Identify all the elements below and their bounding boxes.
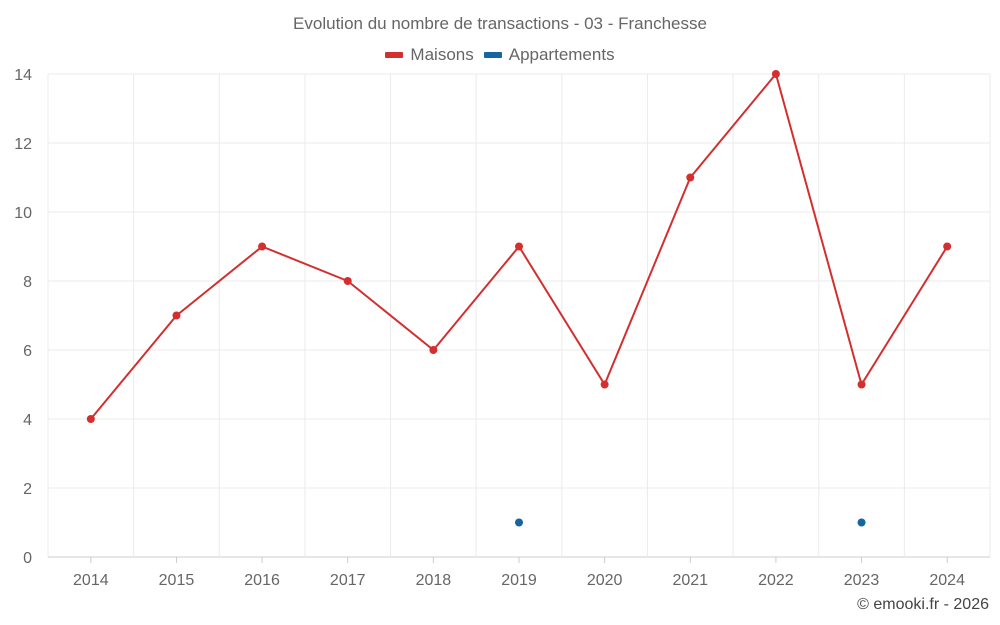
x-tick-label: 2014 — [73, 572, 109, 589]
data-point-maisons — [172, 311, 181, 320]
x-tick-label: 2018 — [416, 572, 452, 589]
legend-item-appartements[interactable]: Appartements — [483, 45, 615, 65]
data-point-maisons — [429, 346, 438, 354]
x-tick-label: 2022 — [758, 572, 794, 589]
data-point-maisons — [86, 415, 95, 423]
x-tick-label: 2021 — [672, 572, 708, 589]
data-point-maisons — [258, 242, 267, 251]
y-tick-label: 4 — [23, 412, 32, 429]
y-tick-label: 2 — [23, 481, 32, 498]
data-point-maisons — [771, 70, 780, 78]
y-tick-label: 6 — [23, 343, 32, 360]
legend-label-maisons: Maisons — [410, 45, 474, 64]
credit-text: © emooki.fr - 2026 — [857, 596, 989, 613]
data-point-appartements — [515, 518, 523, 527]
legend-swatch-appartements — [483, 52, 502, 58]
y-tick-label: 14 — [14, 67, 32, 84]
y-tick-label: 12 — [14, 136, 32, 153]
x-tick-label: 2016 — [244, 572, 280, 589]
data-point-maisons — [943, 242, 952, 251]
data-point-maisons — [686, 173, 695, 182]
x-tick-label: 2023 — [844, 572, 880, 589]
legend-item-maisons[interactable]: Maisons — [385, 45, 474, 65]
y-tick-label: 10 — [14, 205, 32, 222]
x-tick-label: 2020 — [587, 572, 623, 589]
data-point-maisons — [600, 380, 609, 389]
x-tick-label: 2017 — [330, 572, 366, 589]
data-point-appartements — [857, 518, 866, 527]
x-tick-label: 2019 — [501, 572, 537, 589]
legend-swatch-maisons — [385, 52, 404, 58]
legend-label-appartements: Appartements — [508, 45, 615, 64]
chart-title: Evolution du nombre de transactions - 03… — [293, 14, 707, 33]
y-tick-label: 8 — [23, 274, 32, 291]
legend: Maisons Appartements — [0, 45, 1000, 65]
data-point-maisons — [857, 380, 866, 389]
data-point-maisons — [515, 242, 523, 251]
x-tick-label: 2015 — [159, 572, 195, 589]
y-tick-label: 0 — [23, 550, 32, 567]
data-point-maisons — [343, 277, 352, 285]
x-tick-label: 2024 — [929, 572, 965, 589]
